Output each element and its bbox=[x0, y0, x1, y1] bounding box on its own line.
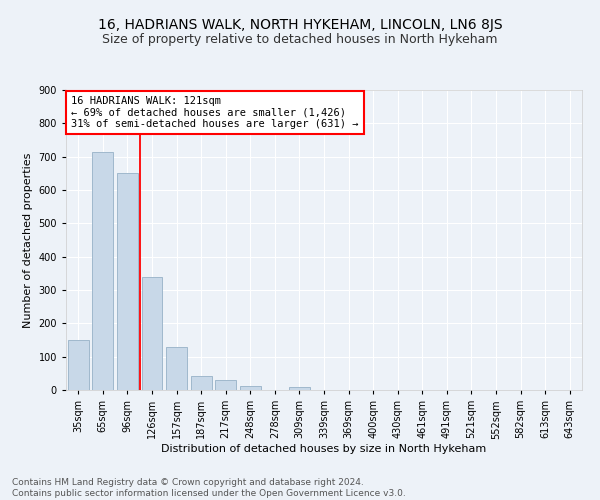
Text: 16, HADRIANS WALK, NORTH HYKEHAM, LINCOLN, LN6 8JS: 16, HADRIANS WALK, NORTH HYKEHAM, LINCOL… bbox=[98, 18, 502, 32]
Bar bbox=[68, 340, 89, 390]
Y-axis label: Number of detached properties: Number of detached properties bbox=[23, 152, 33, 328]
Text: Size of property relative to detached houses in North Hykeham: Size of property relative to detached ho… bbox=[102, 32, 498, 46]
Bar bbox=[92, 152, 113, 390]
Bar bbox=[240, 386, 261, 390]
Bar bbox=[166, 348, 187, 390]
Bar bbox=[289, 386, 310, 390]
Bar bbox=[191, 376, 212, 390]
Bar bbox=[142, 276, 163, 390]
Text: 16 HADRIANS WALK: 121sqm
← 69% of detached houses are smaller (1,426)
31% of sem: 16 HADRIANS WALK: 121sqm ← 69% of detach… bbox=[71, 96, 359, 129]
Bar bbox=[215, 380, 236, 390]
X-axis label: Distribution of detached houses by size in North Hykeham: Distribution of detached houses by size … bbox=[161, 444, 487, 454]
Bar bbox=[117, 174, 138, 390]
Text: Contains HM Land Registry data © Crown copyright and database right 2024.
Contai: Contains HM Land Registry data © Crown c… bbox=[12, 478, 406, 498]
